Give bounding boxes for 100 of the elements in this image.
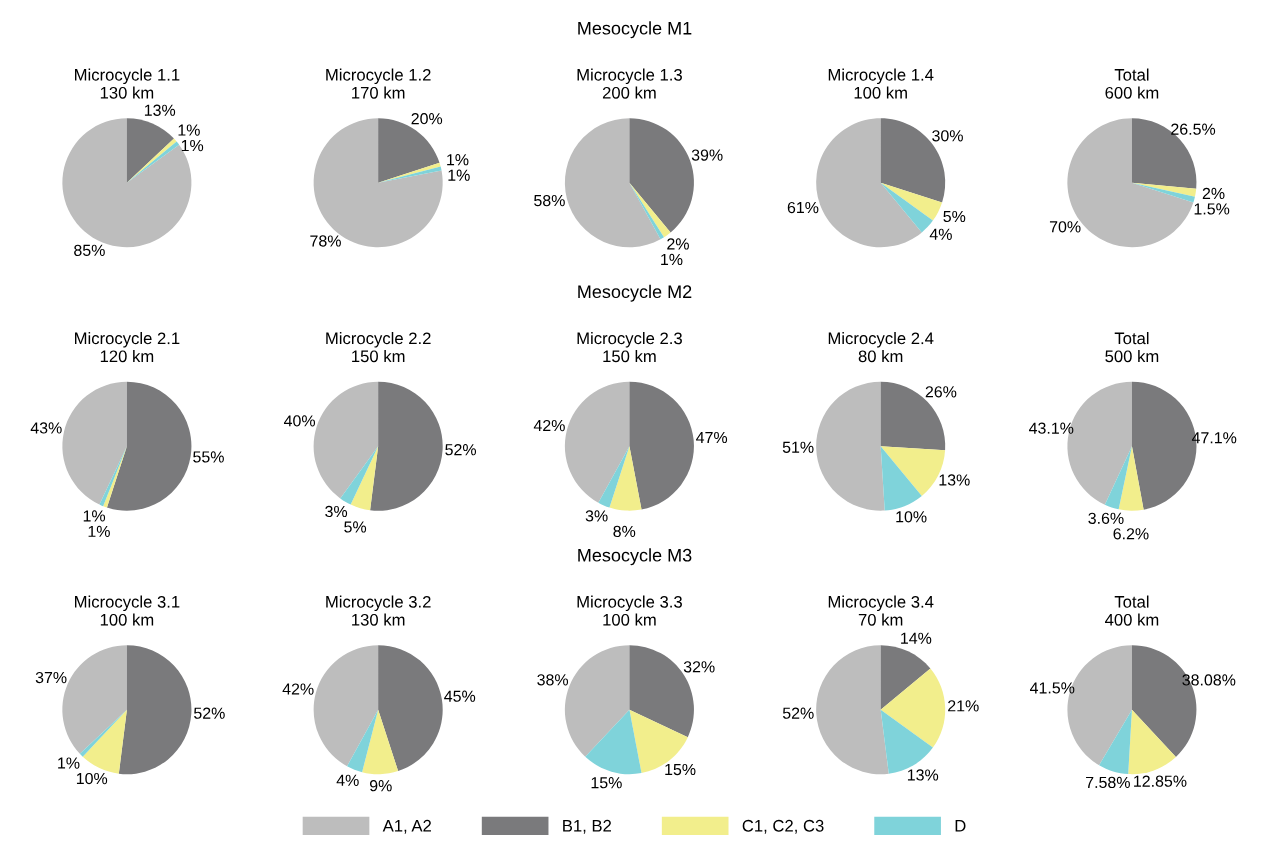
pie-slice (362, 709, 399, 775)
pie-slice (313, 645, 379, 767)
data-label: 6.2% (1113, 528, 1149, 540)
data-label: 42% (282, 683, 314, 695)
chart-subtitle: 100 km (100, 613, 154, 626)
pie-slice (609, 446, 642, 511)
data-label: 1% (181, 139, 204, 152)
data-label: 30% (932, 130, 963, 142)
data-label: 13% (907, 769, 939, 781)
pie-slice (564, 118, 661, 248)
chart-subtitle: 170 km (352, 86, 405, 99)
data-label: 61% (787, 201, 819, 214)
chart-title: Microcycle 2.2 (326, 332, 431, 348)
data-label: 39% (691, 149, 723, 161)
data-label: 43% (30, 422, 62, 434)
pie-slice (816, 381, 885, 511)
pie-slice (816, 645, 889, 775)
chart-subtitle: 100 km (603, 613, 656, 626)
text: Mesocycle M2 (578, 284, 692, 302)
data-label: 4% (336, 774, 359, 786)
data-label: 40% (283, 415, 316, 427)
data-label: 70% (1049, 221, 1081, 233)
data-label: 3% (325, 505, 348, 518)
chart-title: Microcycle 2.4 (828, 332, 934, 348)
data-label: 2% (667, 238, 689, 250)
data-label: 1% (88, 525, 110, 537)
chart-subtitle: 200 km (602, 86, 656, 99)
data-label: 1% (83, 510, 106, 522)
pie-slice (370, 381, 443, 511)
data-label: 3.6% (1088, 512, 1124, 524)
pie-slice (1099, 709, 1132, 775)
data-label: 43.1% (1029, 422, 1074, 434)
pie-slice (106, 381, 192, 511)
data-label: 3% (585, 510, 608, 522)
pie-slice (629, 182, 664, 240)
data-label: 32% (683, 661, 715, 673)
pie-slice (62, 381, 127, 505)
pie-slice (564, 381, 630, 503)
chart-subtitle: 100 km (854, 86, 907, 99)
data-label: 1% (661, 253, 683, 266)
chart-subtitle: 600 km (1105, 86, 1159, 99)
data-label: 20% (411, 112, 443, 125)
chart-title: Microcycle 2.3 (577, 332, 682, 348)
data-label: 2% (1202, 187, 1225, 200)
data-label: 38% (537, 674, 569, 686)
chart-title: Microcycle 2.1 (75, 332, 180, 348)
pie-slice (880, 446, 922, 511)
pie-slice (378, 645, 443, 772)
data-label: 13% (939, 474, 970, 486)
pie-slice (1104, 446, 1132, 510)
data-label: 4% (929, 228, 952, 240)
data-label: 7.58% (1086, 776, 1130, 789)
data-label: 52% (782, 707, 814, 719)
pie-slice (340, 446, 379, 505)
pie-slice (347, 709, 379, 773)
data-label: 52% (194, 707, 225, 719)
data-label: 1% (448, 169, 470, 181)
chart-subtitle: 130 km (352, 613, 405, 626)
data-label: 41.5% (1029, 682, 1075, 694)
data-label: 13% (144, 104, 176, 116)
pie-slice (598, 446, 630, 508)
pie-slice (880, 668, 946, 748)
pie-slice (126, 118, 174, 183)
data-label: 1% (178, 124, 200, 136)
data-label: 1.5% (1194, 203, 1230, 215)
chart-subtitle: 70 km (858, 613, 903, 626)
chart-title: Microcycle 1.2 (326, 68, 431, 85)
data-label: 21% (948, 700, 979, 712)
chart-title: Microcycle 1.3 (577, 68, 682, 85)
pie-slice (629, 381, 694, 510)
data-label: 12.85% (1134, 775, 1187, 787)
text: Mesocycle M3 (578, 548, 692, 566)
chart-title: Microcycle 3.4 (828, 595, 934, 612)
legend-label: C1, C2, C3 (742, 819, 824, 834)
pie-slice (629, 118, 694, 233)
pie-slice (118, 645, 192, 775)
pie-slice (880, 182, 943, 221)
text: Mesocycle M1 (578, 21, 692, 39)
legend-label: A1, A2 (382, 819, 431, 834)
chart-title: Total (1114, 332, 1149, 345)
data-label: 42% (533, 419, 565, 432)
data-label: 10% (76, 772, 108, 785)
data-label: 47% (696, 431, 728, 444)
data-label: 1% (447, 154, 469, 166)
chart-title: Microcycle 1.4 (828, 68, 934, 85)
pie-slice (1128, 709, 1176, 775)
data-label: 15% (591, 777, 622, 789)
data-label: 52% (445, 444, 477, 456)
chart-subtitle: 120 km (100, 349, 154, 363)
data-label: 14% (901, 632, 932, 644)
chart-title: Microcycle 1.1 (75, 68, 180, 85)
data-label: 47.1% (1191, 432, 1237, 444)
pie-slice (629, 182, 671, 238)
pie-slice (585, 709, 642, 775)
chart-subtitle: 500 km (1105, 349, 1159, 363)
data-label: 78% (310, 235, 341, 247)
chart-title: Microcycle 3.3 (577, 595, 682, 612)
data-label: 10% (896, 511, 927, 523)
legend-label: D (955, 820, 966, 832)
data-label: 85% (74, 244, 105, 256)
